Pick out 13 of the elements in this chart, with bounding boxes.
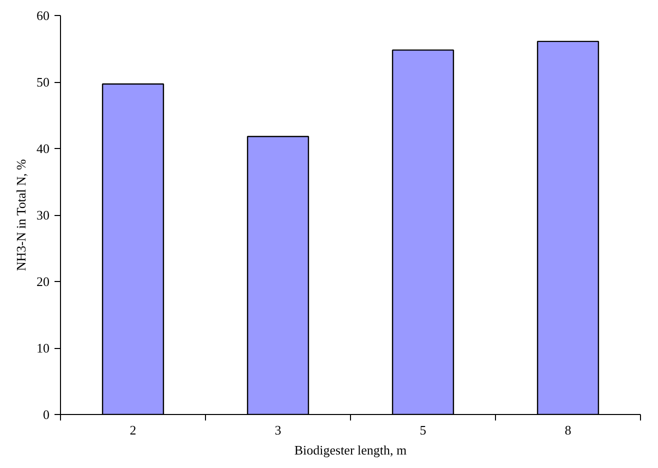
y-tick-label: 40 [36, 141, 50, 156]
x-tick-label: 3 [274, 422, 282, 438]
y-tick-label: 60 [36, 8, 50, 23]
x-tick-label: 8 [564, 422, 572, 438]
y-tick-label: 0 [43, 407, 50, 422]
y-axis-title: NH3-N in Total N, % [14, 159, 28, 272]
y-tick-label: 50 [36, 74, 50, 90]
y-tick-label: 30 [36, 208, 50, 222]
y-tick-label: 10 [36, 340, 50, 356]
x-tick-label: 5 [420, 422, 426, 438]
x-tick-label: 2 [130, 422, 136, 438]
y-tick-label: 20 [36, 274, 50, 289]
x-axis-title: Biodigester length, m [294, 442, 407, 458]
